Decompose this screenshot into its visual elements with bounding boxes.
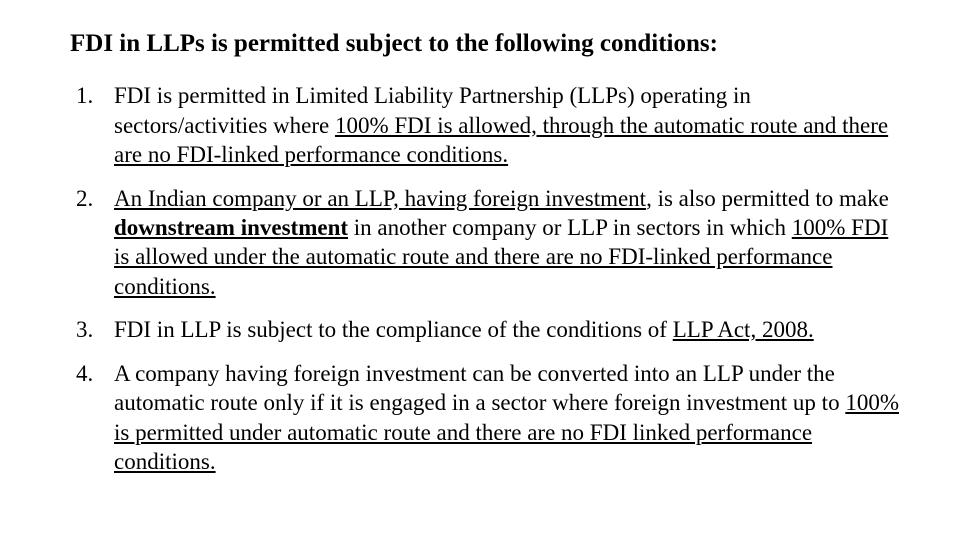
list-item: FDI in LLP is subject to the compliance … [110,315,900,344]
document-page: FDI in LLPs is permitted subject to the … [0,0,960,511]
list-item: An Indian company or an LLP, having fore… [110,184,900,302]
text-plain: in another company or LLP in sectors in … [348,215,792,240]
page-heading: FDI in LLPs is permitted subject to the … [70,28,900,59]
text-bold-underlined: downstream investment [114,215,348,240]
text-underlined: LLP Act, 2008. [673,317,814,342]
conditions-list: FDI is permitted in Limited Liability Pa… [70,81,900,476]
text-plain: , is also permitted to make [646,186,889,211]
text-plain: A company having foreign investment can … [114,361,845,415]
text-plain: FDI in LLP is subject to the compliance … [114,317,673,342]
list-item: FDI is permitted in Limited Liability Pa… [110,81,900,169]
text-underlined: An Indian company or an LLP, having fore… [114,186,646,211]
list-item: A company having foreign investment can … [110,359,900,477]
